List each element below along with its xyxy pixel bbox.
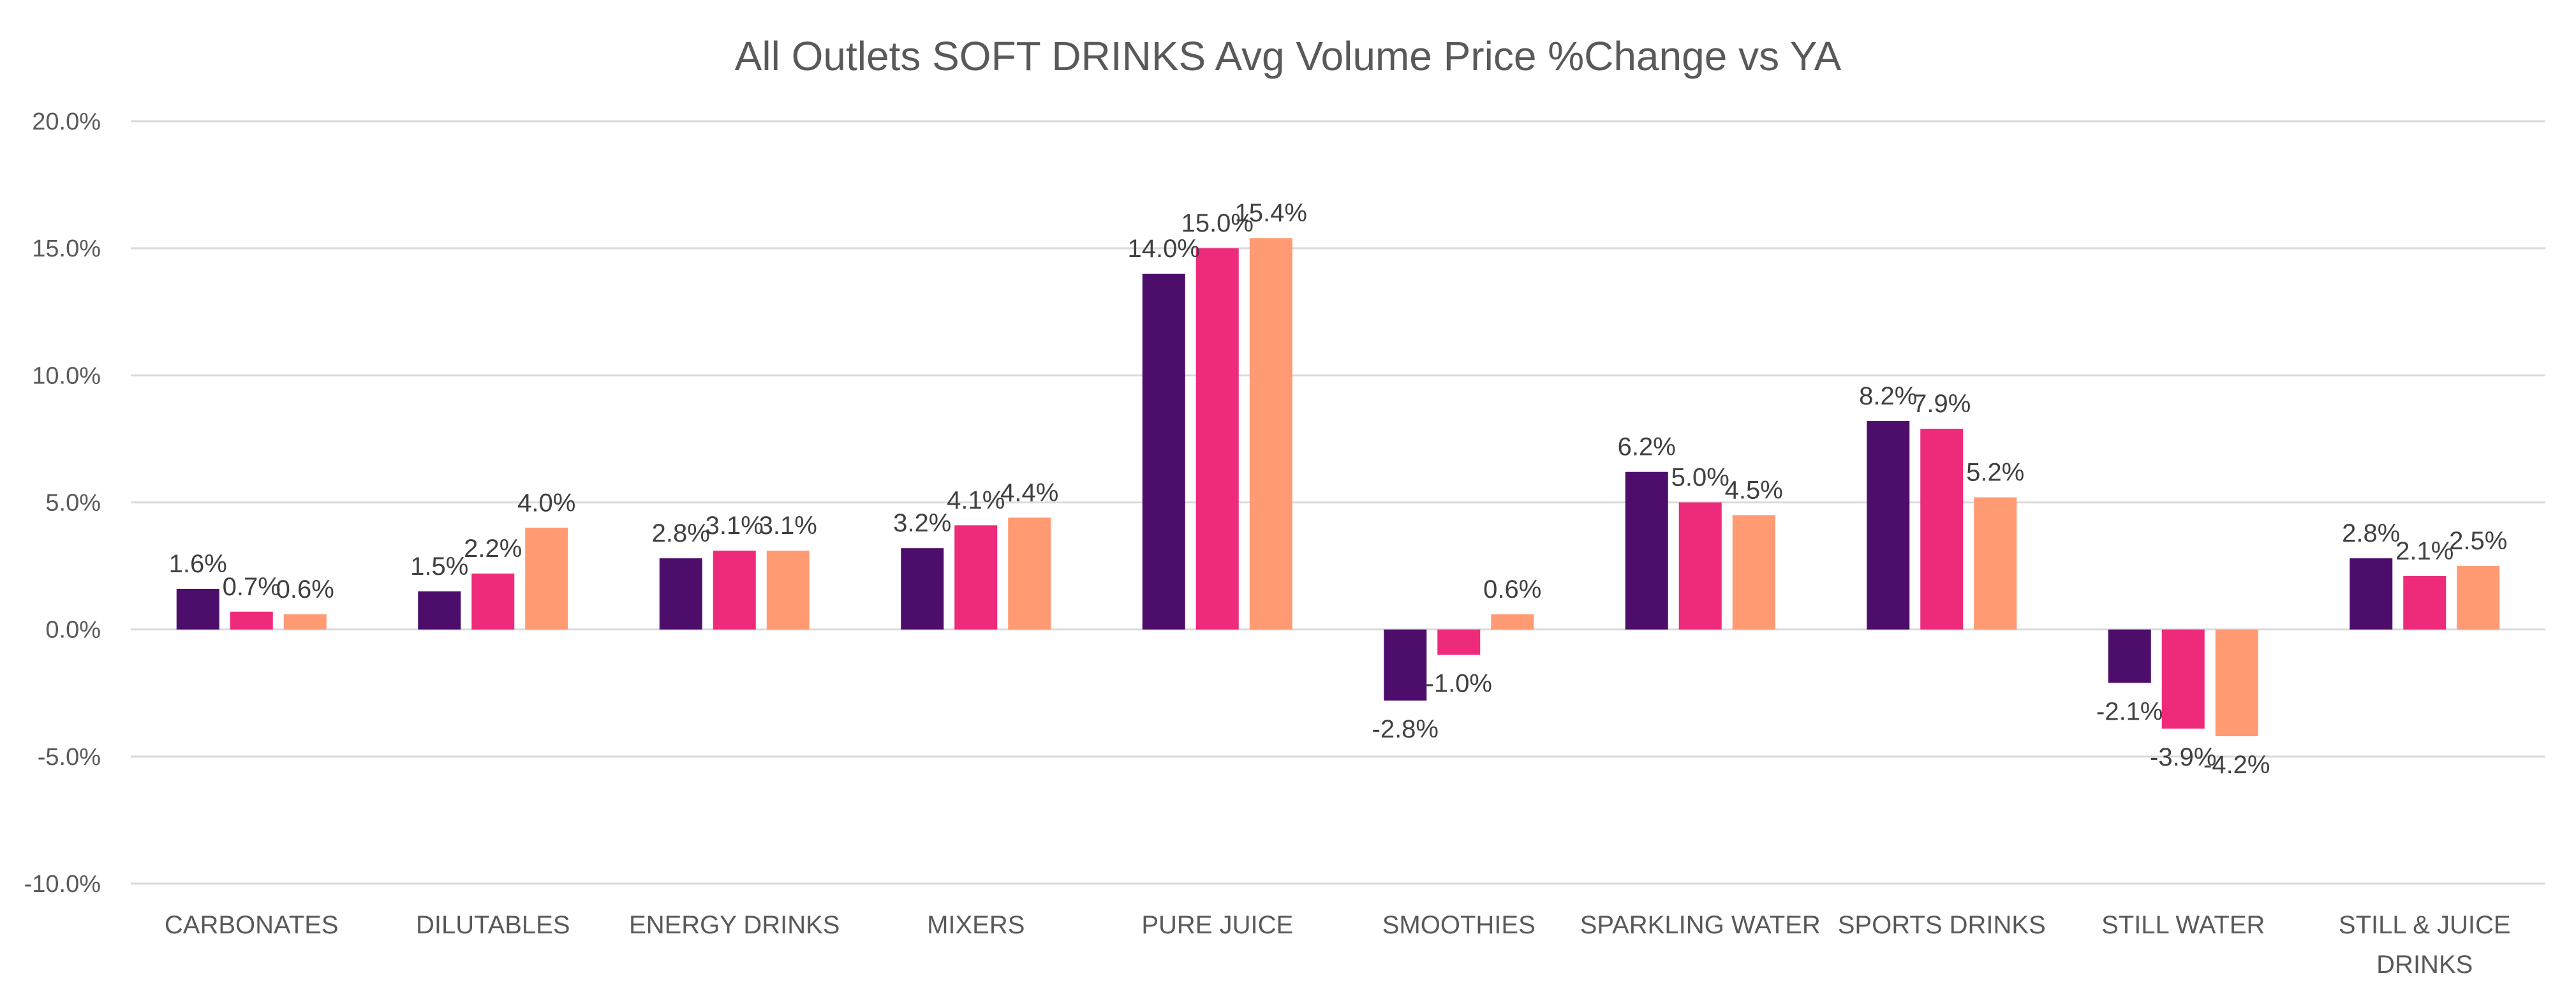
data-label: 4.4% <box>1000 478 1058 507</box>
data-label: 7.9% <box>1913 390 1971 418</box>
x-tick-label: SPORTS DRINKS <box>1838 911 2046 939</box>
bar <box>1678 502 1722 630</box>
bar <box>2161 629 2205 729</box>
x-axis-tick-labels: CARBONATES DILUTABLES ENERGY DRINKS MIXERS P… <box>165 911 2511 979</box>
data-label: -2.1% <box>2096 697 2163 725</box>
bar <box>954 525 998 630</box>
data-label: 8.2% <box>1859 382 1917 410</box>
data-label: 15.0% <box>1181 209 1254 237</box>
data-label: 3.1% <box>706 512 764 540</box>
data-label: 3.2% <box>893 509 951 537</box>
gridlines <box>131 120 2545 885</box>
data-label: 2.5% <box>2449 527 2507 555</box>
data-label: 5.0% <box>1671 464 1729 492</box>
data-labels: 1.6%0.7%0.6%1.5%2.2%4.0%2.8%3.1%3.1% 3.2%… <box>169 199 2508 779</box>
data-label: -2.8% <box>1372 715 1439 743</box>
y-tick-label: -10.0% <box>24 871 101 898</box>
bar <box>2457 566 2500 630</box>
data-label: 0.6% <box>1483 575 1541 604</box>
x-tick-label: ENERGY DRINKS <box>629 911 840 939</box>
bar <box>1867 421 1910 630</box>
bar <box>659 558 702 630</box>
data-label: 4.0% <box>517 489 575 517</box>
data-label: -1.0% <box>1426 670 1493 698</box>
bar <box>283 614 327 630</box>
bar <box>525 528 568 630</box>
bar <box>230 611 273 630</box>
bar <box>1625 471 1668 630</box>
x-tick-label: CARBONATES <box>165 911 339 939</box>
x-tick-label: DRINKS <box>2376 951 2473 979</box>
data-label: 0.6% <box>276 575 334 604</box>
bar <box>1920 428 1964 630</box>
x-tick-label: STILL WATER <box>2101 911 2265 939</box>
bar <box>1008 517 1051 630</box>
y-tick-label: -5.0% <box>38 744 101 771</box>
data-label: 14.0% <box>1128 235 1200 263</box>
bar <box>2215 629 2258 736</box>
data-label: 6.2% <box>1618 433 1676 461</box>
data-label: 4.5% <box>1725 476 1783 504</box>
data-label: 3.1% <box>759 512 817 540</box>
bar <box>471 574 515 630</box>
data-label: 15.4% <box>1235 199 1307 227</box>
data-label: 4.1% <box>947 486 1005 514</box>
bar <box>1249 238 1292 630</box>
data-label: -3.9% <box>2150 743 2217 771</box>
data-label: 1.6% <box>169 550 227 578</box>
bar <box>2350 558 2393 630</box>
bar <box>176 588 219 630</box>
y-tick-label: 10.0% <box>32 362 101 389</box>
bar <box>1437 629 1481 655</box>
x-tick-label: SMOOTHIES <box>1382 911 1536 939</box>
bar <box>1491 614 1534 630</box>
data-label: 2.2% <box>464 535 522 563</box>
bars <box>176 238 2500 736</box>
x-tick-label: MIXERS <box>927 911 1025 939</box>
bar <box>766 551 810 630</box>
data-label: 5.2% <box>1966 459 2024 487</box>
bar <box>1195 248 1239 630</box>
data-label: 2.8% <box>2342 519 2400 547</box>
data-label: 2.1% <box>2395 537 2454 565</box>
x-tick-label: STILL & JUICE <box>2339 911 2511 939</box>
data-label: -4.2% <box>2203 751 2270 779</box>
bar <box>418 591 461 630</box>
y-tick-label: 5.0% <box>45 490 101 517</box>
x-tick-label: DILUTABLES <box>416 911 570 939</box>
x-tick-label: PURE JUICE <box>1141 911 1293 939</box>
chart-title: All Outlets SOFT DRINKS Avg Volume Price… <box>735 33 1842 79</box>
bar <box>1142 274 1185 630</box>
bar <box>901 548 944 630</box>
bar <box>2403 576 2446 630</box>
bar <box>1384 629 1427 701</box>
data-label: 2.8% <box>652 519 710 547</box>
y-axis-tick-labels: 20.0% 15.0% 10.0% 5.0% 0.0% -5.0% -10.0% <box>24 108 101 898</box>
bar <box>2108 629 2151 683</box>
data-label: 0.7% <box>223 573 281 601</box>
y-tick-label: 15.0% <box>32 235 101 262</box>
data-label: 1.5% <box>410 552 468 581</box>
bar <box>713 551 756 630</box>
y-tick-label: 0.0% <box>45 617 101 644</box>
x-tick-label: SPARKLING WATER <box>1580 911 1821 939</box>
bar <box>1974 497 2017 630</box>
y-tick-label: 20.0% <box>32 108 101 135</box>
bar <box>1732 515 1775 630</box>
